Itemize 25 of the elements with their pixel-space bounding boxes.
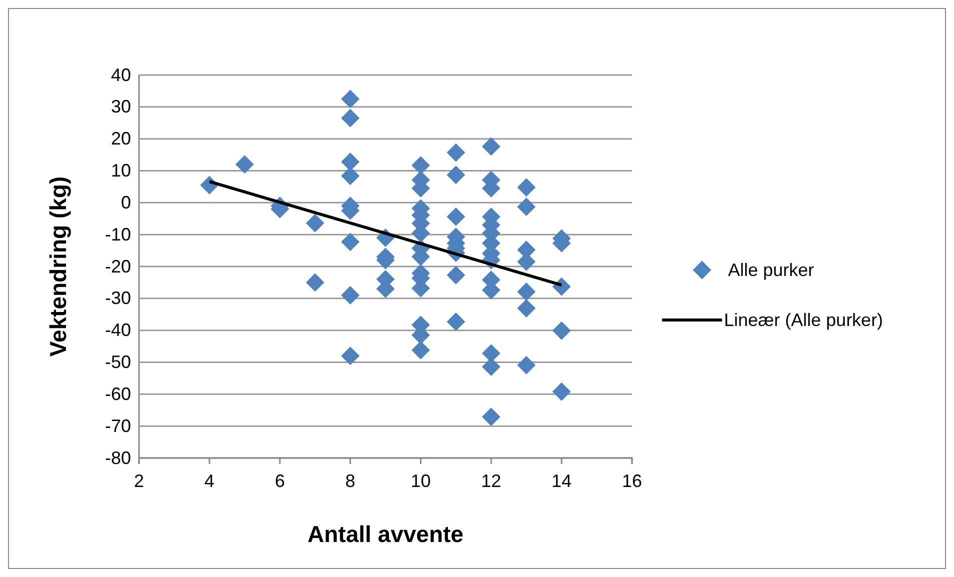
x-tick-label: 16 <box>622 470 642 491</box>
legend-label: Alle purker <box>728 260 814 280</box>
y-tick-label: 40 <box>110 64 131 85</box>
y-tick-label: 30 <box>110 96 131 117</box>
x-tick-label: 6 <box>274 470 285 491</box>
x-tick-label: 2 <box>134 470 144 491</box>
legend-label: Lineær (Alle purker) <box>724 310 884 330</box>
y-tick-label: -60 <box>104 384 131 404</box>
y-tick-label: -40 <box>104 320 131 340</box>
y-tick-label: -80 <box>104 448 131 468</box>
y-tick-label: -10 <box>104 224 131 244</box>
x-tick-label: 14 <box>552 470 572 491</box>
y-tick-label: 20 <box>110 128 131 149</box>
y-tick-label: 0 <box>120 192 131 212</box>
x-tick-label: 12 <box>481 470 502 491</box>
y-tick-label: 10 <box>110 160 131 181</box>
x-tick-label: 8 <box>345 470 356 491</box>
y-axis-title: Vektendring (kg) <box>45 176 71 357</box>
x-tick-label: 4 <box>204 470 214 491</box>
y-tick-label: -70 <box>104 416 131 436</box>
x-axis-title: Antall avvente <box>308 521 464 547</box>
y-tick-label: -20 <box>104 256 131 276</box>
x-tick-label: 10 <box>410 470 431 491</box>
y-tick-label: -30 <box>104 288 131 308</box>
y-tick-label: -50 <box>104 352 131 372</box>
